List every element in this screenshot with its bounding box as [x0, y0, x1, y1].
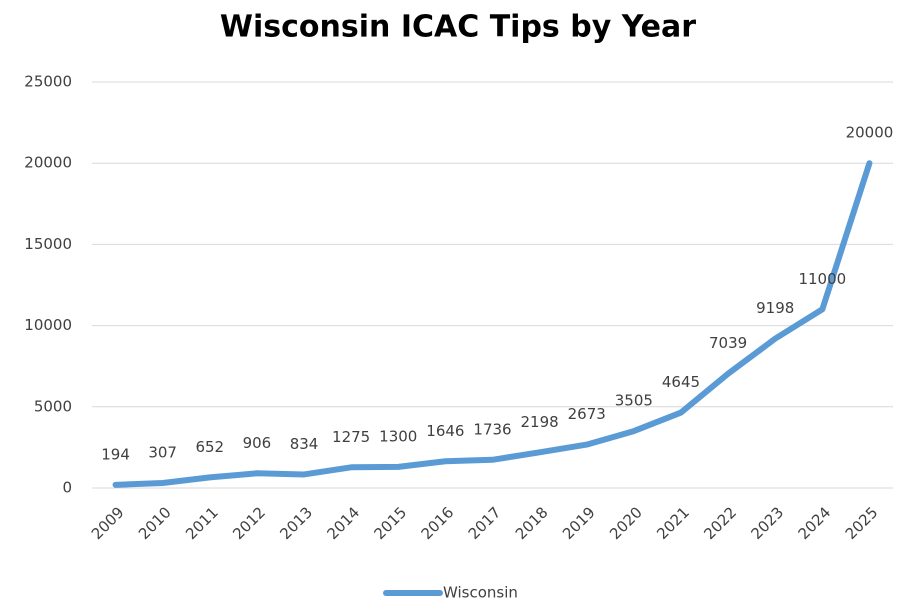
y-tick-label: 20000: [24, 154, 72, 172]
data-line: [112, 160, 873, 488]
data-label: 9198: [756, 299, 794, 317]
x-tick-label: 2014: [323, 503, 363, 543]
data-label: 1736: [473, 420, 511, 438]
x-tick-label: 2022: [700, 503, 740, 543]
x-tick-label: 2016: [418, 503, 458, 543]
x-tick-label: 2015: [371, 503, 411, 543]
x-tick-label: 2018: [512, 503, 552, 543]
x-tick-label: 2020: [606, 503, 646, 543]
data-label: 2198: [521, 413, 559, 431]
y-tick-label: 10000: [24, 316, 72, 334]
y-tick-label: 15000: [24, 235, 72, 253]
data-label: 2673: [568, 405, 606, 423]
data-label: 834: [290, 435, 319, 453]
data-label: 906: [243, 434, 272, 452]
data-label: 652: [195, 438, 224, 456]
y-tick-label: 5000: [34, 397, 72, 415]
data-label: 307: [148, 444, 177, 462]
legend-label: Wisconsin: [443, 584, 518, 602]
x-tick-label: 2024: [795, 503, 835, 543]
data-label: 1646: [426, 422, 464, 440]
x-tick-label: 2025: [842, 503, 882, 543]
data-label: 3505: [615, 392, 653, 410]
x-tick-label: 2023: [747, 503, 787, 543]
data-label: 20000: [846, 124, 894, 142]
x-tick-label: 2009: [88, 503, 128, 543]
data-label: 4645: [662, 373, 700, 391]
data-label: 194: [101, 445, 130, 463]
y-tick-label: 0: [62, 479, 72, 497]
x-tick-label: 2019: [559, 503, 599, 543]
x-tick-label: 2010: [135, 503, 175, 543]
chart-title: Wisconsin ICAC Tips by Year: [220, 10, 696, 45]
data-label: 1300: [379, 427, 417, 445]
data-label: 11000: [798, 270, 846, 288]
x-tick-label: 2013: [276, 503, 316, 543]
x-tick-label: 2012: [229, 503, 269, 543]
x-tick-label: 2011: [182, 503, 222, 543]
x-tick-label: 2017: [465, 503, 505, 543]
data-label: 7039: [709, 334, 747, 352]
data-label: 1275: [332, 428, 370, 446]
x-tick-label: 2021: [653, 503, 693, 543]
y-tick-label: 25000: [24, 73, 72, 91]
